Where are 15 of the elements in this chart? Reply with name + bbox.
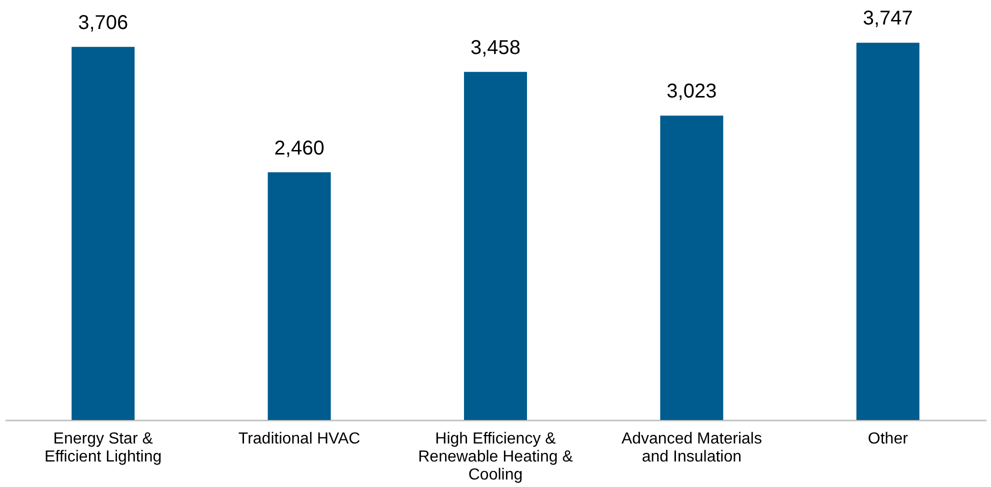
- x-tick-label: Traditional HVAC: [238, 430, 360, 448]
- bar: [660, 116, 724, 420]
- bar: [268, 172, 331, 420]
- bar: [856, 42, 920, 420]
- data-label: 3,458: [470, 36, 521, 59]
- data-label: 3,023: [666, 80, 717, 103]
- data-label: 3,706: [78, 12, 128, 34]
- data-label: 2,460: [274, 137, 324, 160]
- x-tick-label: Other: [868, 430, 909, 448]
- bar: [72, 46, 135, 420]
- data-label: 3,747: [862, 8, 913, 30]
- x-tick-label: Advanced Materials and Insulation: [621, 430, 762, 466]
- x-tick-label: High Efficiency & Renewable Heating & Cooling: [418, 430, 574, 484]
- bar: [464, 72, 527, 420]
- x-tick-label: Energy Star & Efficient Lighting: [44, 430, 162, 466]
